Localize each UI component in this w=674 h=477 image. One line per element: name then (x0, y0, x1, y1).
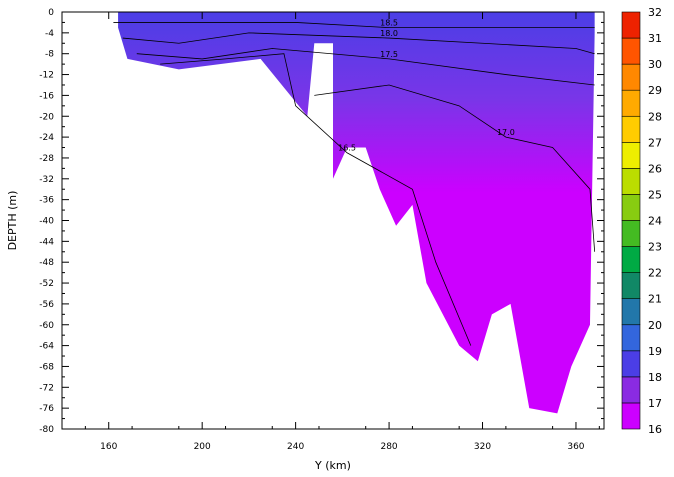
x-axis: 160 200 240 280 320 360 (84, 12, 600, 452)
y-tick-label: 0 (48, 8, 54, 18)
colorbar-cell (621, 37, 641, 65)
y-tick-label: -32 (39, 175, 54, 185)
x-tick-label: 160 (100, 442, 117, 452)
y-tick-label: -76 (39, 404, 54, 414)
colorbar-tick-label: 17 (648, 397, 662, 410)
y-tick-label: -4 (45, 29, 54, 39)
contour-18.0 (122, 32, 595, 55)
contour-label-17.5: 17.5 (380, 50, 398, 59)
y-tick-label: -24 (39, 133, 54, 143)
contour-16.5 (160, 53, 472, 346)
colorbar-cell (621, 168, 641, 195)
y-tick-label: -68 (39, 362, 54, 372)
y-tick-label: -52 (39, 279, 54, 289)
colorbar-tick-label: 26 (648, 162, 662, 175)
x-tick-label: 200 (194, 442, 211, 452)
x-tick-label: 280 (380, 442, 397, 452)
colorbar-tick-label: 22 (648, 267, 662, 280)
colorbar-tick-label: 24 (648, 215, 662, 228)
colorbar-cell (621, 220, 641, 247)
y-axis-title: DEPTH (m) (6, 191, 19, 251)
colorbar-tick-label: 29 (648, 84, 662, 97)
colorbar-tick-label: 23 (648, 241, 662, 254)
colorbar-cell (621, 194, 641, 221)
colorbar-cell (621, 402, 641, 430)
y-tick-label: -40 (39, 217, 54, 227)
colorbar-tick-label: 21 (648, 293, 662, 306)
colorbar-cell (621, 324, 641, 352)
colorbar-cell (621, 115, 641, 143)
x-tick-label: 360 (567, 442, 584, 452)
colorbar-tick-label: 27 (648, 136, 662, 149)
colorbar-tick-label: 31 (648, 32, 662, 45)
y-tick-label: -16 (39, 91, 54, 101)
y-tick-label: -12 (39, 71, 54, 81)
x-tick-label: 320 (474, 442, 491, 452)
colorbar: 16 17 18 19 20 21 22 23 24 25 26 27 28 29 30 31 32 (621, 6, 662, 436)
colorbar-cell (621, 246, 641, 273)
y-tick-label: -20 (39, 112, 54, 122)
colorbar-cell (621, 272, 641, 299)
y-tick-label: -28 (39, 154, 54, 164)
colorbar-cell (621, 63, 641, 91)
colorbar-cell (621, 376, 641, 404)
plot-area (118, 12, 595, 414)
contour-lines: 18.518.0 17.5 17.0 16.5 (113, 19, 596, 346)
colorbar-tick-label: 18 (648, 371, 662, 384)
contour-label-18.0: 18.0 (380, 29, 398, 38)
colorbar-tick-label: 25 (648, 188, 662, 201)
colorbar-tick-label: 30 (648, 58, 662, 71)
colorbar-cell (621, 298, 641, 326)
colorbar-tick-label: 32 (648, 6, 662, 19)
contour-label-17.0: 17.0 (497, 128, 515, 137)
colorbar-cell (621, 89, 641, 117)
y-tick-label: -48 (39, 258, 54, 268)
y-tick-label: -64 (39, 342, 54, 352)
colorbar-cell (621, 142, 641, 169)
x-axis-title: Y (km) (314, 459, 351, 472)
colorbar-tick-label: 28 (648, 110, 662, 123)
colorbar-cell (621, 11, 641, 39)
y-tick-label: -44 (39, 237, 54, 247)
y-tick-label: -8 (45, 50, 54, 60)
y-axis: 0 -4 -8 -12 -16 -20 -24 -28 -32 -36 -40 -44 -48 -52 -5… (39, 8, 604, 435)
y-tick-label: -56 (39, 300, 54, 310)
colorbar-tick-label: 16 (648, 423, 662, 436)
x-tick-label: 240 (287, 442, 304, 452)
contour-17.0 (314, 84, 596, 252)
y-tick-label: -80 (39, 425, 54, 435)
colorbar-tick-label: 20 (648, 319, 662, 332)
y-tick-label: -72 (39, 383, 54, 393)
colorbar-cell (621, 350, 641, 378)
contour-17.5 (136, 48, 595, 86)
y-tick-label: -36 (39, 196, 54, 206)
contour-label-18.5: 18.5 (380, 19, 398, 28)
water-section-fill (118, 12, 595, 414)
colorbar-tick-label: 19 (648, 345, 662, 358)
contour-18.5 (113, 22, 595, 29)
contour-label-16.5: 16.5 (338, 144, 356, 153)
y-tick-label: -60 (39, 321, 54, 331)
